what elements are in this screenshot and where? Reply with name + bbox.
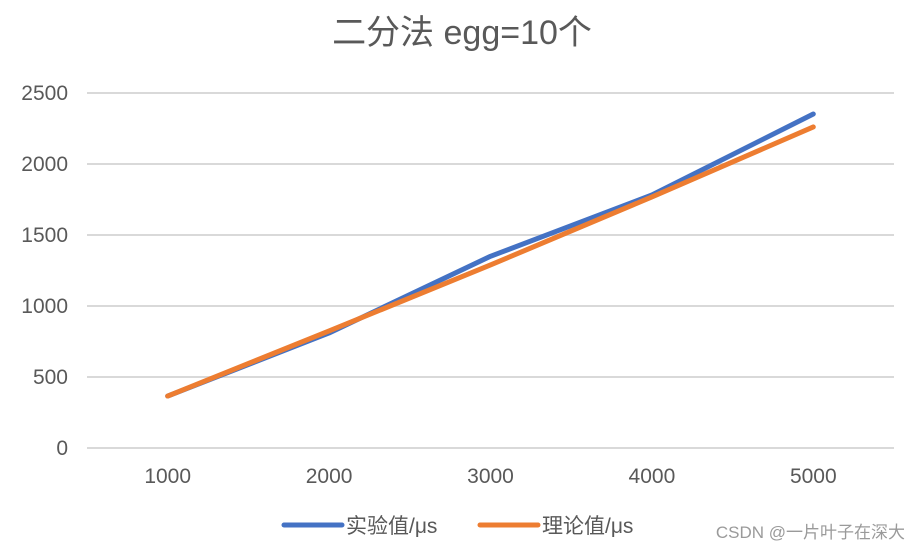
watermark: CSDN @一片叶子在深大: [716, 523, 905, 542]
y-tick-label: 500: [33, 366, 68, 389]
series-line-0: [165, 111, 816, 399]
y-tick-label: 1000: [21, 295, 68, 318]
y-tick-label: 2000: [21, 153, 68, 176]
x-tick-label: 3000: [467, 465, 514, 488]
x-tick-label: 5000: [790, 465, 837, 488]
series-line-1: [165, 124, 816, 399]
y-tick-label: 2500: [21, 82, 68, 105]
x-tick-label: 4000: [629, 465, 676, 488]
x-tick-label: 2000: [306, 465, 353, 488]
chart-title: 二分法 egg=10个: [332, 14, 592, 52]
x-tick-label: 1000: [144, 465, 191, 488]
y-tick-label: 0: [56, 437, 68, 460]
y-tick-label: 1500: [21, 224, 68, 247]
legend-label: 实验值/μs: [346, 515, 437, 538]
legend-label: 理论值/μs: [542, 515, 633, 538]
